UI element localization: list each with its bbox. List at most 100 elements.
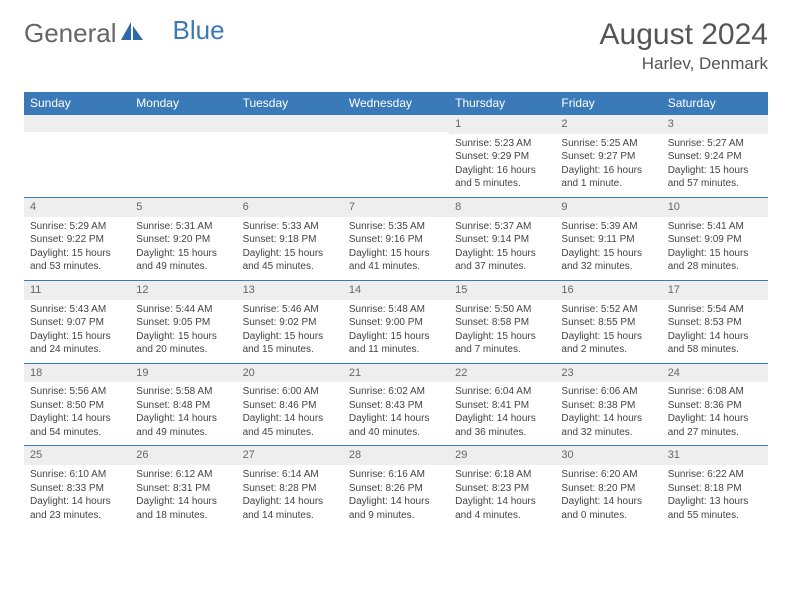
sunrise-text: Sunrise: 5:29 AM [30,220,124,234]
calendar-cell: 10Sunrise: 5:41 AMSunset: 9:09 PMDayligh… [662,197,768,280]
daylight-text: Daylight: 15 hours and 28 minutes. [668,247,762,274]
calendar-cell [130,114,236,197]
sunrise-text: Sunrise: 6:10 AM [30,468,124,482]
calendar-cell: 7Sunrise: 5:35 AMSunset: 9:16 PMDaylight… [343,197,449,280]
sunrise-text: Sunrise: 5:43 AM [30,303,124,317]
daylight-text: Daylight: 14 hours and 18 minutes. [136,495,230,522]
day-number: 20 [237,363,343,383]
sunset-text: Sunset: 8:18 PM [668,482,762,496]
calendar-cell: 25Sunrise: 6:10 AMSunset: 8:33 PMDayligh… [24,445,130,528]
sunset-text: Sunset: 8:41 PM [455,399,549,413]
day-details: Sunrise: 5:33 AMSunset: 9:18 PMDaylight:… [237,217,343,280]
calendar-cell: 11Sunrise: 5:43 AMSunset: 9:07 PMDayligh… [24,280,130,363]
day-number: 24 [662,363,768,383]
daylight-text: Daylight: 16 hours and 5 minutes. [455,164,549,191]
sunrise-text: Sunrise: 6:14 AM [243,468,337,482]
day-details: Sunrise: 5:52 AMSunset: 8:55 PMDaylight:… [555,300,661,363]
calendar-cell [343,114,449,197]
sunrise-text: Sunrise: 5:27 AM [668,137,762,151]
calendar-cell: 30Sunrise: 6:20 AMSunset: 8:20 PMDayligh… [555,445,661,528]
daylight-text: Daylight: 15 hours and 53 minutes. [30,247,124,274]
daylight-text: Daylight: 13 hours and 55 minutes. [668,495,762,522]
calendar-cell: 1Sunrise: 5:23 AMSunset: 9:29 PMDaylight… [449,114,555,197]
weekday-header: Friday [555,92,661,114]
day-number: 16 [555,280,661,300]
day-details: Sunrise: 5:54 AMSunset: 8:53 PMDaylight:… [662,300,768,363]
calendar-cell: 27Sunrise: 6:14 AMSunset: 8:28 PMDayligh… [237,445,343,528]
calendar-cell: 3Sunrise: 5:27 AMSunset: 9:24 PMDaylight… [662,114,768,197]
sunset-text: Sunset: 8:58 PM [455,316,549,330]
calendar-cell: 13Sunrise: 5:46 AMSunset: 9:02 PMDayligh… [237,280,343,363]
daylight-text: Daylight: 15 hours and 41 minutes. [349,247,443,274]
day-details: Sunrise: 6:14 AMSunset: 8:28 PMDaylight:… [237,465,343,528]
sunset-text: Sunset: 8:46 PM [243,399,337,413]
sunrise-text: Sunrise: 5:25 AM [561,137,655,151]
day-details: Sunrise: 6:04 AMSunset: 8:41 PMDaylight:… [449,382,555,445]
calendar-cell: 21Sunrise: 6:02 AMSunset: 8:43 PMDayligh… [343,363,449,446]
calendar-cell: 24Sunrise: 6:08 AMSunset: 8:36 PMDayligh… [662,363,768,446]
sunset-text: Sunset: 8:48 PM [136,399,230,413]
sunrise-text: Sunrise: 6:18 AM [455,468,549,482]
day-details: Sunrise: 6:08 AMSunset: 8:36 PMDaylight:… [662,382,768,445]
sunrise-text: Sunrise: 5:31 AM [136,220,230,234]
calendar-cell [237,114,343,197]
day-number [24,114,130,132]
calendar-row: 11Sunrise: 5:43 AMSunset: 9:07 PMDayligh… [24,280,768,363]
day-details: Sunrise: 6:06 AMSunset: 8:38 PMDaylight:… [555,382,661,445]
daylight-text: Daylight: 15 hours and 57 minutes. [668,164,762,191]
sunrise-text: Sunrise: 6:02 AM [349,385,443,399]
sunset-text: Sunset: 9:09 PM [668,233,762,247]
day-number: 10 [662,197,768,217]
title-block: August 2024 Harlev, Denmark [600,18,768,74]
day-details: Sunrise: 5:39 AMSunset: 9:11 PMDaylight:… [555,217,661,280]
daylight-text: Daylight: 15 hours and 37 minutes. [455,247,549,274]
calendar-table: SundayMondayTuesdayWednesdayThursdayFrid… [24,92,768,528]
sunrise-text: Sunrise: 6:16 AM [349,468,443,482]
calendar-cell: 15Sunrise: 5:50 AMSunset: 8:58 PMDayligh… [449,280,555,363]
logo: General Blue [24,18,225,49]
calendar-cell: 4Sunrise: 5:29 AMSunset: 9:22 PMDaylight… [24,197,130,280]
day-number: 11 [24,280,130,300]
day-details: Sunrise: 5:41 AMSunset: 9:09 PMDaylight:… [662,217,768,280]
logo-text-blue: Blue [173,15,225,46]
day-details: Sunrise: 5:48 AMSunset: 9:00 PMDaylight:… [343,300,449,363]
daylight-text: Daylight: 14 hours and 9 minutes. [349,495,443,522]
day-number: 25 [24,445,130,465]
sunrise-text: Sunrise: 5:54 AM [668,303,762,317]
sunset-text: Sunset: 8:38 PM [561,399,655,413]
day-details: Sunrise: 6:12 AMSunset: 8:31 PMDaylight:… [130,465,236,528]
day-number: 26 [130,445,236,465]
day-number: 1 [449,114,555,134]
sunset-text: Sunset: 9:16 PM [349,233,443,247]
sail-icon [119,18,145,49]
day-details: Sunrise: 5:25 AMSunset: 9:27 PMDaylight:… [555,134,661,197]
calendar-row: 18Sunrise: 5:56 AMSunset: 8:50 PMDayligh… [24,363,768,446]
calendar-cell: 18Sunrise: 5:56 AMSunset: 8:50 PMDayligh… [24,363,130,446]
calendar-body: 1Sunrise: 5:23 AMSunset: 9:29 PMDaylight… [24,114,768,528]
calendar-cell [24,114,130,197]
sunset-text: Sunset: 9:07 PM [30,316,124,330]
day-number [130,114,236,132]
sunrise-text: Sunrise: 5:39 AM [561,220,655,234]
day-number: 30 [555,445,661,465]
day-number: 31 [662,445,768,465]
weekday-header-row: SundayMondayTuesdayWednesdayThursdayFrid… [24,92,768,114]
sunset-text: Sunset: 8:26 PM [349,482,443,496]
calendar-cell: 14Sunrise: 5:48 AMSunset: 9:00 PMDayligh… [343,280,449,363]
day-details: Sunrise: 5:35 AMSunset: 9:16 PMDaylight:… [343,217,449,280]
sunset-text: Sunset: 9:18 PM [243,233,337,247]
month-title: August 2024 [600,18,768,52]
calendar-cell: 9Sunrise: 5:39 AMSunset: 9:11 PMDaylight… [555,197,661,280]
sunrise-text: Sunrise: 5:50 AM [455,303,549,317]
sunset-text: Sunset: 9:29 PM [455,150,549,164]
daylight-text: Daylight: 14 hours and 54 minutes. [30,412,124,439]
sunset-text: Sunset: 8:36 PM [668,399,762,413]
sunset-text: Sunset: 8:20 PM [561,482,655,496]
sunrise-text: Sunrise: 6:22 AM [668,468,762,482]
day-details: Sunrise: 5:31 AMSunset: 9:20 PMDaylight:… [130,217,236,280]
day-number: 21 [343,363,449,383]
day-details: Sunrise: 5:50 AMSunset: 8:58 PMDaylight:… [449,300,555,363]
day-number: 22 [449,363,555,383]
sunrise-text: Sunrise: 6:06 AM [561,385,655,399]
daylight-text: Daylight: 14 hours and 45 minutes. [243,412,337,439]
